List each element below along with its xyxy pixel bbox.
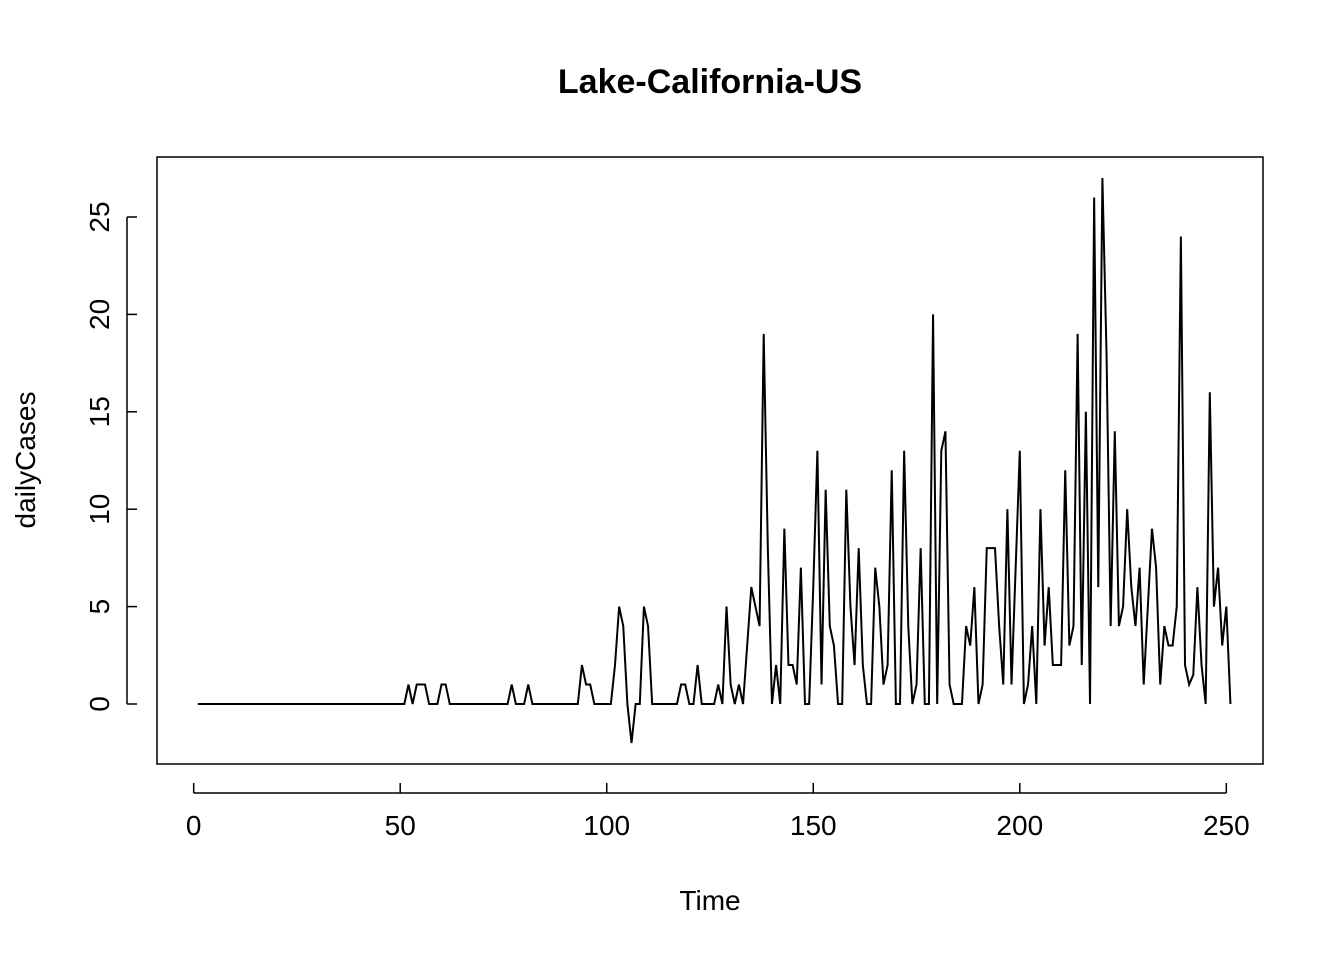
series-line (197, 178, 1232, 744)
x-tick-label: 150 (790, 810, 837, 841)
y-tick-label: 5 (84, 599, 115, 615)
x-tick-label: 50 (385, 810, 416, 841)
x-tick-label: 100 (583, 810, 630, 841)
y-tick-label: 20 (84, 299, 115, 330)
chart-title: Lake-California-US (558, 63, 862, 101)
x-axis: 0 50 100 150 200 250 (186, 783, 1250, 841)
y-tick-label: 25 (84, 201, 115, 232)
series-layer (197, 178, 1232, 744)
y-axis-label: dailyCases (10, 392, 41, 529)
y-axis: 0 5 10 15 20 25 (84, 201, 137, 712)
x-tick-label: 250 (1203, 810, 1250, 841)
x-axis-label: Time (679, 885, 740, 916)
y-tick-label: 0 (84, 696, 115, 712)
y-tick-label: 10 (84, 494, 115, 525)
x-tick-label: 200 (996, 810, 1043, 841)
y-tick-label: 15 (84, 396, 115, 427)
plot-frame (156, 156, 1264, 765)
x-tick-label: 0 (186, 810, 202, 841)
